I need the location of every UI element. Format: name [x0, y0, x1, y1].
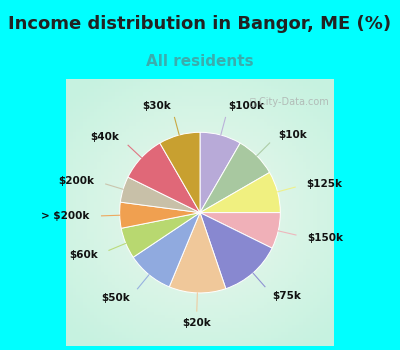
Wedge shape — [200, 212, 272, 289]
Text: Income distribution in Bangor, ME (%): Income distribution in Bangor, ME (%) — [8, 15, 392, 33]
Text: $50k: $50k — [101, 293, 130, 303]
Text: $30k: $30k — [143, 101, 172, 111]
Text: $60k: $60k — [69, 250, 98, 260]
Wedge shape — [128, 143, 200, 212]
Text: $75k: $75k — [273, 290, 302, 301]
Wedge shape — [200, 143, 270, 212]
Wedge shape — [121, 212, 200, 257]
Wedge shape — [133, 212, 200, 287]
Wedge shape — [120, 202, 200, 228]
Text: $200k: $200k — [58, 176, 94, 186]
Wedge shape — [169, 212, 226, 293]
Text: $100k: $100k — [228, 101, 264, 111]
Text: All residents: All residents — [146, 54, 254, 69]
Text: $10k: $10k — [278, 130, 307, 140]
Text: $40k: $40k — [91, 132, 120, 142]
Text: > $200k: > $200k — [41, 211, 90, 221]
Text: $150k: $150k — [308, 233, 344, 243]
Wedge shape — [120, 177, 200, 212]
Text: $125k: $125k — [306, 179, 342, 189]
Wedge shape — [160, 132, 200, 212]
Wedge shape — [200, 212, 280, 248]
Wedge shape — [200, 173, 280, 213]
Wedge shape — [200, 132, 240, 212]
Text: ⓘ City-Data.com: ⓘ City-Data.com — [250, 98, 328, 107]
Text: $20k: $20k — [182, 318, 211, 328]
